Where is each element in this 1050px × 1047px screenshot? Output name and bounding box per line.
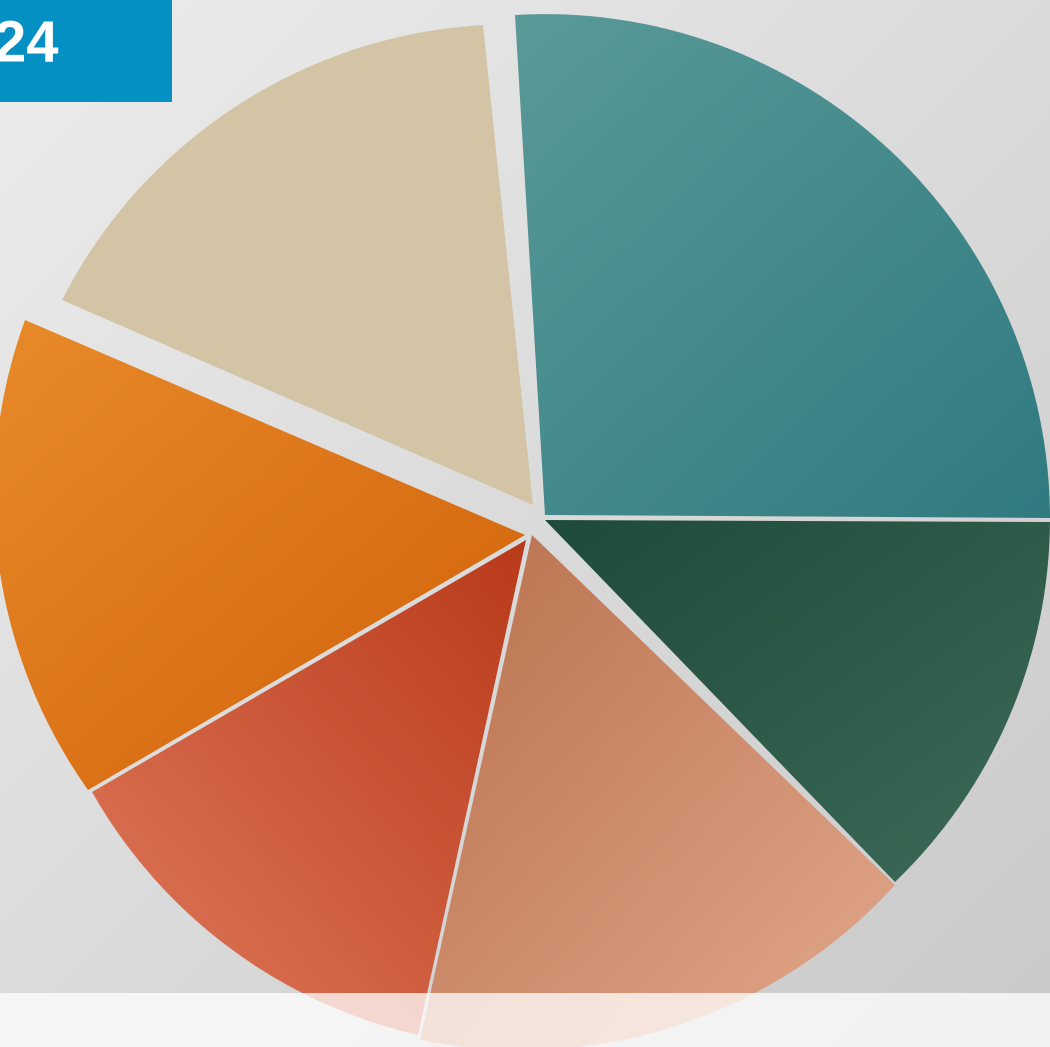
cream-slice <box>62 25 533 505</box>
teal-slice <box>515 14 1050 518</box>
peach-slice <box>420 535 895 1047</box>
green-slice <box>545 520 1050 882</box>
coral-slice <box>92 540 526 1035</box>
badge-text: 24 <box>0 9 59 74</box>
orange-slice <box>0 320 525 790</box>
badge <box>0 0 172 102</box>
caption-band <box>0 993 1050 1047</box>
pie-sculpture <box>0 14 1050 1047</box>
